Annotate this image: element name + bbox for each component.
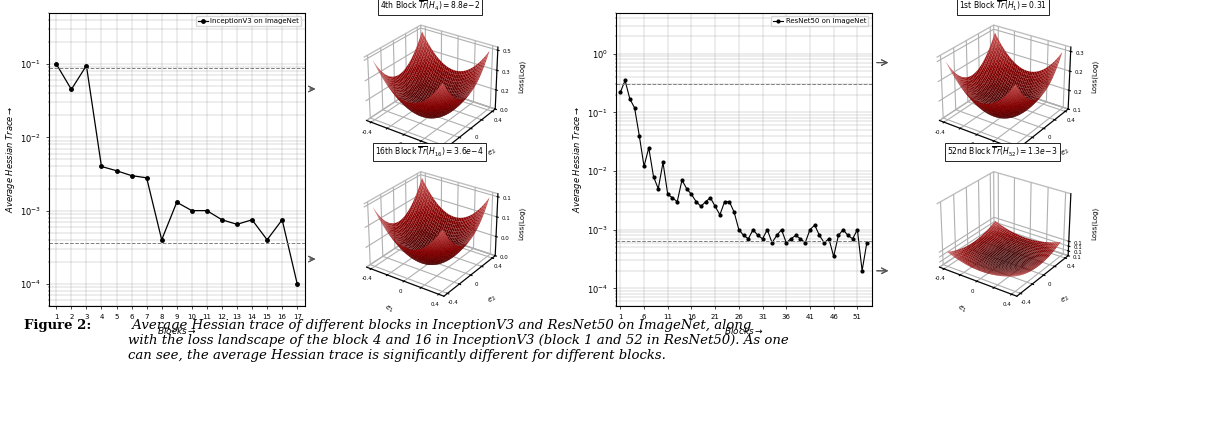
- Y-axis label: Average Hessian Trace$\rightarrow$: Average Hessian Trace$\rightarrow$: [4, 106, 17, 213]
- Title: 16th Block $\overline{Tr}(H_{16}) = 3.6e\!-\!4$: 16th Block $\overline{Tr}(H_{16}) = 3.6e…: [375, 145, 484, 159]
- X-axis label: Blocks$\rightarrow$: Blocks$\rightarrow$: [724, 325, 763, 336]
- X-axis label: $e_1$: $e_1$: [383, 304, 394, 316]
- Title: 1st Block $\overline{Tr}(H_1) = 0.31$: 1st Block $\overline{Tr}(H_1) = 0.31$: [958, 0, 1047, 13]
- X-axis label: $e_1$: $e_1$: [383, 157, 394, 169]
- Legend: ResNet50 on ImageNet: ResNet50 on ImageNet: [770, 16, 868, 26]
- Text: Average Hessian trace of different blocks in InceptionV3 and ResNet50 on ImageNe: Average Hessian trace of different block…: [128, 319, 789, 362]
- Y-axis label: Average Hessian Trace$\rightarrow$: Average Hessian Trace$\rightarrow$: [570, 106, 584, 213]
- Legend: InceptionV3 on ImageNet: InceptionV3 on ImageNet: [196, 16, 301, 26]
- Y-axis label: $e_2$: $e_2$: [1059, 147, 1072, 159]
- Y-axis label: $e_2$: $e_2$: [486, 293, 499, 306]
- X-axis label: Blocks$\rightarrow$: Blocks$\rightarrow$: [157, 325, 196, 336]
- Y-axis label: $e_2$: $e_2$: [1059, 293, 1072, 306]
- Text: Figure 2:: Figure 2:: [24, 319, 91, 332]
- X-axis label: $e_1$: $e_1$: [956, 304, 967, 316]
- X-axis label: $e_1$: $e_1$: [956, 157, 967, 169]
- Title: 52nd Block $\overline{Tr}(H_{52}) = 1.3e\!-\!3$: 52nd Block $\overline{Tr}(H_{52}) = 1.3e…: [947, 145, 1058, 159]
- Title: 4th Block $\overline{Tr}(H_4) = 8.8e\!-\!2$: 4th Block $\overline{Tr}(H_4) = 8.8e\!-\…: [379, 0, 480, 13]
- Y-axis label: $e_2$: $e_2$: [486, 147, 499, 159]
